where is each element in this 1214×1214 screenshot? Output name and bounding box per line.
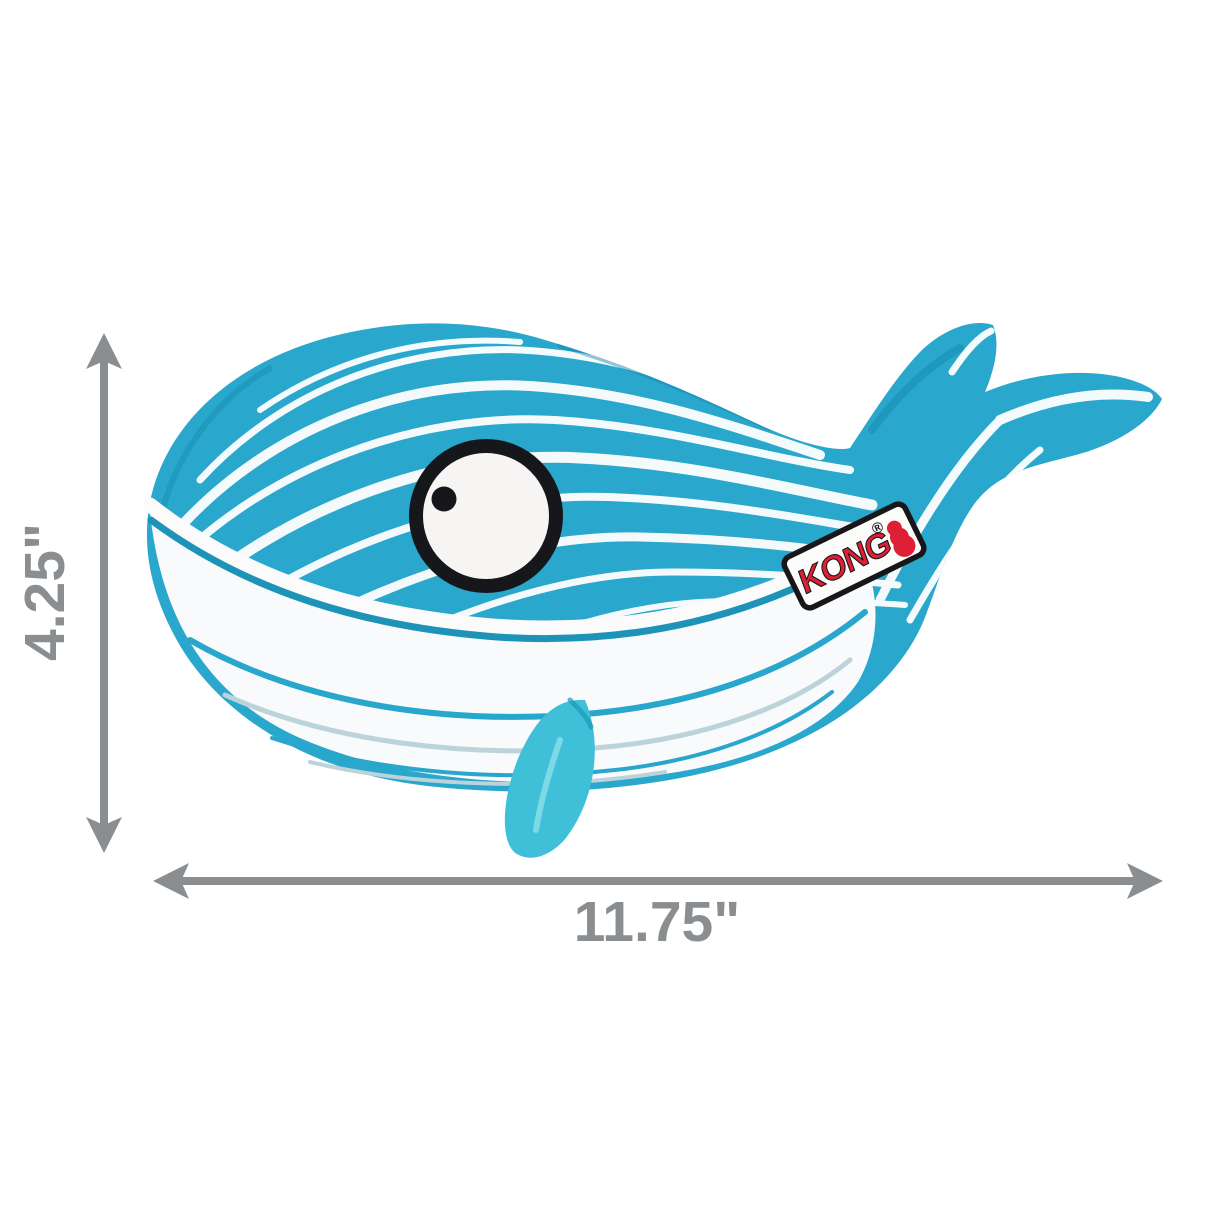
width-dimension: 11.75" (153, 863, 1163, 954)
arrow-right-icon (1127, 863, 1163, 899)
whale-belly (150, 512, 876, 783)
height-label: 4.25" (13, 523, 77, 661)
arrow-up-icon (86, 333, 122, 369)
eye-pupil (431, 486, 457, 512)
eye-white (409, 439, 563, 593)
height-dimension: 4.25" (13, 333, 122, 853)
kong-toy-icon (886, 520, 916, 557)
arrow-left-icon (153, 863, 189, 899)
whale-mouth (142, 497, 870, 643)
width-label: 11.75" (574, 890, 741, 954)
whale-eye (409, 439, 563, 593)
arrow-down-icon (86, 817, 122, 853)
whale-toy: KONG ® (142, 323, 1162, 858)
whale-flipper (504, 697, 595, 858)
